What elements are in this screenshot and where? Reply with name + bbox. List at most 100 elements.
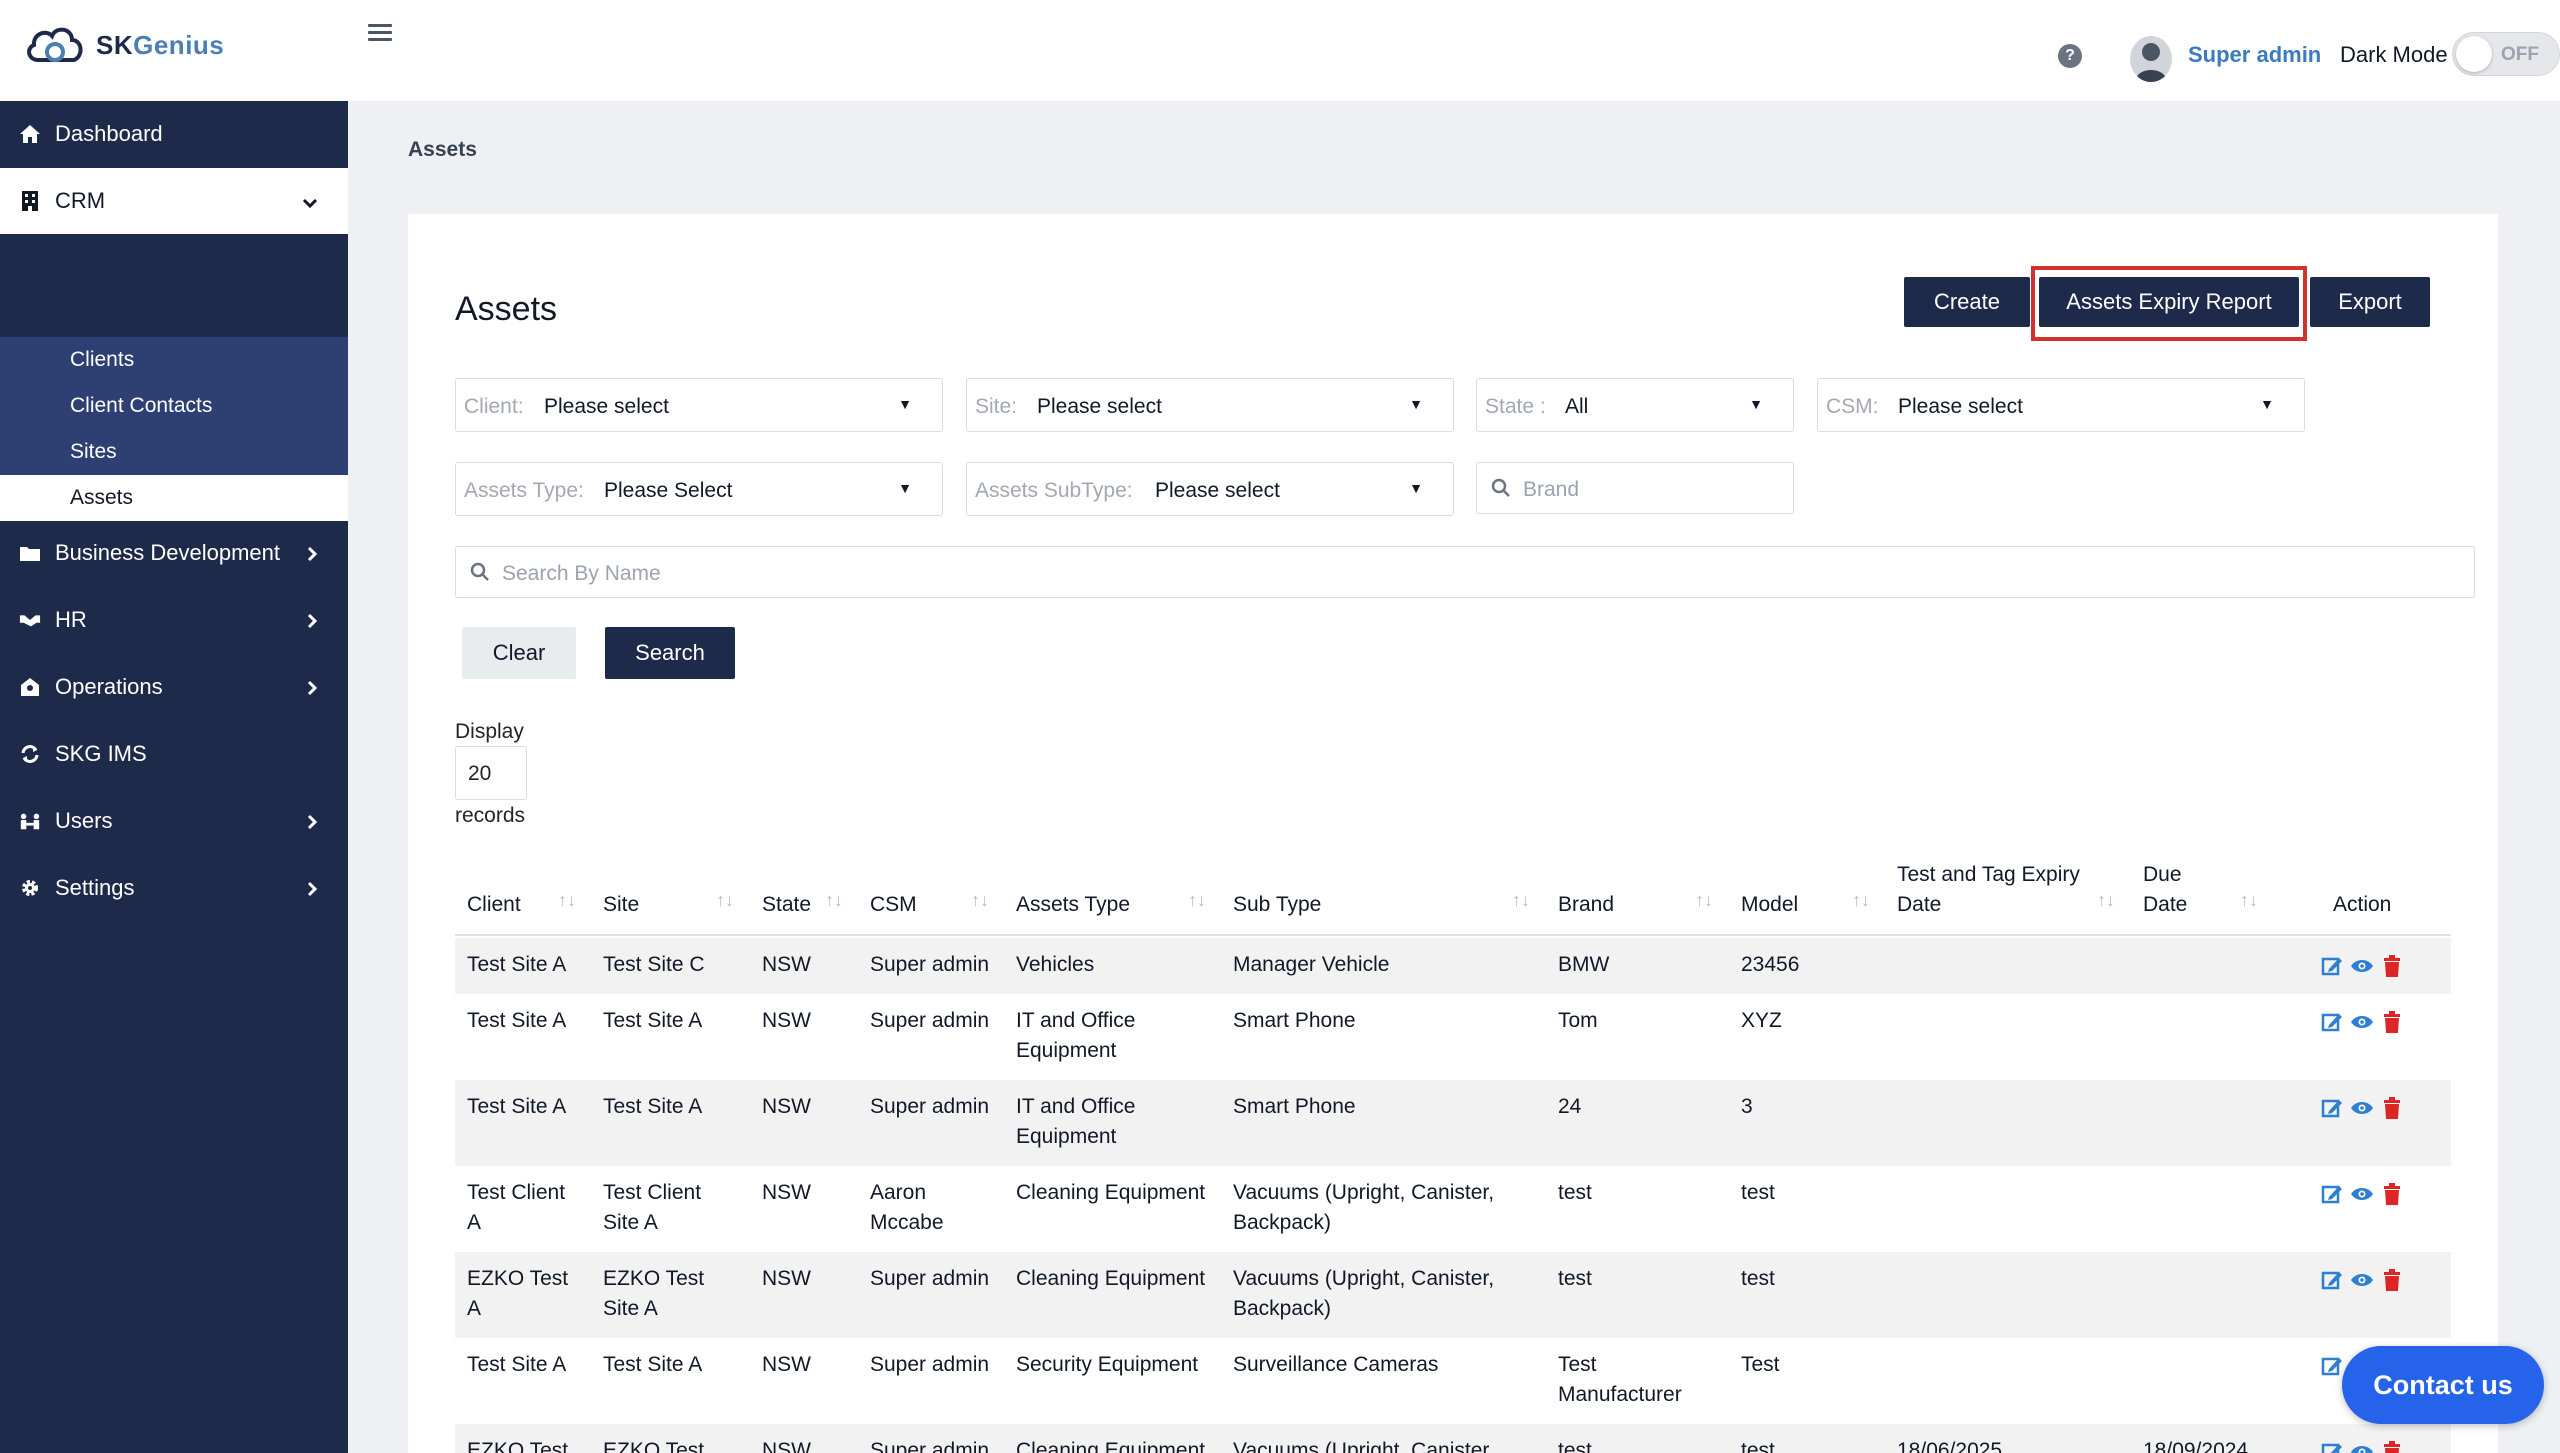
- site-select[interactable]: Site: Please select ▼: [966, 378, 1454, 432]
- display-count-input[interactable]: 20: [455, 746, 527, 800]
- contact-us-button[interactable]: Contact us: [2342, 1346, 2544, 1424]
- sidebar-subitem-sites[interactable]: Sites: [70, 440, 117, 463]
- create-button[interactable]: Create: [1904, 277, 2030, 327]
- view-icon[interactable]: [2350, 1268, 2374, 1292]
- sidebar-item-skg-ims[interactable]: SKG IMS: [0, 721, 348, 787]
- delete-icon[interactable]: [2380, 1440, 2404, 1453]
- edit-icon[interactable]: [2320, 1440, 2344, 1453]
- sort-icon[interactable]: ↑↓: [1188, 890, 1206, 910]
- sort-icon[interactable]: ↑↓: [1512, 890, 1530, 910]
- user-name[interactable]: Super admin: [2188, 42, 2322, 67]
- search-button[interactable]: Search: [605, 627, 735, 679]
- sort-icon[interactable]: ↑↓: [716, 890, 734, 910]
- cell-type: IT and Office: [1016, 1009, 1136, 1032]
- state-select-label: State :: [1485, 395, 1546, 418]
- export-button[interactable]: Export: [2310, 277, 2430, 327]
- chevron-right-icon: [306, 542, 318, 568]
- delete-icon[interactable]: [2380, 1010, 2404, 1034]
- brand-input[interactable]: Brand: [1476, 462, 1794, 514]
- edit-icon[interactable]: [2320, 1096, 2344, 1120]
- view-icon[interactable]: [2350, 1182, 2374, 1206]
- col-header-test-tag-line1[interactable]: Test and Tag Expiry: [1897, 863, 2080, 886]
- col-header-brand[interactable]: Brand: [1558, 893, 1615, 916]
- sidebar-subitem-client-contacts[interactable]: Client Contacts: [70, 394, 213, 417]
- cell-site: Test Client: [603, 1181, 702, 1204]
- sidebar-item-label: SKG IMS: [55, 741, 147, 766]
- delete-icon[interactable]: [2380, 954, 2404, 978]
- client-select[interactable]: Client: Please select ▼: [455, 378, 943, 432]
- col-header-model[interactable]: Model: [1741, 893, 1799, 916]
- assets-type-select[interactable]: Assets Type: Please Select ▼: [455, 462, 943, 516]
- col-header-site[interactable]: Site: [603, 893, 640, 916]
- cell-sub: Vacuums (Upright, Canister,: [1233, 1267, 1495, 1290]
- dark-mode-toggle[interactable]: OFF: [2452, 32, 2560, 76]
- edit-icon[interactable]: [2320, 1182, 2344, 1206]
- col-header-csm[interactable]: CSM: [870, 893, 917, 916]
- sort-icon[interactable]: ↑↓: [971, 890, 989, 910]
- sidebar-item-operations[interactable]: Operations: [0, 654, 348, 720]
- sort-icon[interactable]: ↑↓: [2240, 890, 2258, 910]
- edit-icon[interactable]: [2320, 1268, 2344, 1292]
- caret-down-icon: ▼: [898, 396, 912, 412]
- sidebar-item-settings[interactable]: Settings: [0, 855, 348, 921]
- assets-expiry-report-button[interactable]: Assets Expiry Report: [2039, 277, 2299, 327]
- sort-icon[interactable]: ↑↓: [2097, 890, 2115, 910]
- records-label: records: [455, 804, 526, 827]
- cell-model: XYZ: [1741, 1009, 1782, 1032]
- csm-select[interactable]: CSM: Please select ▼: [1817, 378, 2305, 432]
- col-header-sub-type[interactable]: Sub Type: [1233, 893, 1322, 916]
- sidebar-subitem-assets[interactable]: Assets: [0, 475, 348, 521]
- brand-logo[interactable]: SKGenius: [24, 14, 224, 76]
- assets-subtype-select[interactable]: Assets SubType: Please select ▼: [966, 462, 1454, 516]
- clear-button[interactable]: Clear: [462, 627, 576, 679]
- col-header-due-line1[interactable]: Due: [2143, 863, 2182, 886]
- cell-type: Cleaning Equipment: [1016, 1439, 1206, 1453]
- delete-icon[interactable]: [2380, 1268, 2404, 1292]
- sidebar-item-crm[interactable]: CRM: [0, 168, 348, 234]
- view-icon[interactable]: [2350, 954, 2374, 978]
- sort-icon[interactable]: ↑↓: [558, 890, 576, 910]
- cell-site: Test Site A: [603, 1009, 703, 1032]
- help-icon[interactable]: ?: [2058, 44, 2082, 68]
- col-header-assets-type[interactable]: Assets Type: [1016, 893, 1131, 916]
- sidebar-item-hr[interactable]: HR: [0, 587, 348, 653]
- sidebar-item-users[interactable]: Users: [0, 788, 348, 854]
- sidebar-item-dashboard[interactable]: Dashboard: [0, 101, 348, 167]
- delete-icon[interactable]: [2380, 1096, 2404, 1120]
- chevron-right-icon: [306, 609, 318, 635]
- avatar[interactable]: [2130, 36, 2172, 82]
- top-header: SKGenius ? Super admin Dark Mode OFF: [0, 0, 2560, 101]
- sort-icon[interactable]: ↑↓: [1852, 890, 1870, 910]
- cell-due: 18/09/2024: [2143, 1439, 2249, 1453]
- sort-icon[interactable]: ↑↓: [1695, 890, 1713, 910]
- table-row: [455, 1252, 2451, 1338]
- col-header-state[interactable]: State: [762, 893, 812, 916]
- edit-icon[interactable]: [2320, 1010, 2344, 1034]
- cell-brand: test: [1558, 1181, 1592, 1204]
- view-icon[interactable]: [2350, 1010, 2374, 1034]
- col-header-client[interactable]: Client: [467, 893, 521, 916]
- sidebar-item-label: Business Development: [55, 540, 281, 565]
- edit-icon[interactable]: [2320, 954, 2344, 978]
- edit-icon[interactable]: [2320, 1354, 2344, 1378]
- display-label: Display: [455, 720, 524, 743]
- search-by-name-input[interactable]: Search By Name: [455, 546, 2475, 598]
- cell-client: Test Site A: [467, 953, 567, 976]
- cell-sub: Manager Vehicle: [1233, 953, 1390, 976]
- sort-icon[interactable]: ↑↓: [825, 890, 843, 910]
- delete-icon[interactable]: [2380, 1182, 2404, 1206]
- sidebar-item-business-development[interactable]: Business Development: [0, 520, 348, 586]
- view-icon[interactable]: [2350, 1440, 2374, 1453]
- sidebar-item-label: Dashboard: [55, 121, 163, 146]
- assets-subtype-label: Assets SubType:: [975, 479, 1133, 502]
- view-icon[interactable]: [2350, 1096, 2374, 1120]
- cloud-logo-icon: [27, 27, 83, 62]
- cell-model: test: [1741, 1439, 1775, 1453]
- menu-toggle-icon[interactable]: [368, 20, 392, 50]
- col-header-due-line2[interactable]: Date: [2143, 893, 2188, 916]
- col-header-test-tag-line2[interactable]: Date: [1897, 893, 1942, 916]
- sidebar-subitem-clients[interactable]: Clients: [70, 348, 135, 371]
- dark-mode-label: Dark Mode: [2340, 42, 2448, 67]
- cell-brand: test: [1558, 1267, 1592, 1290]
- state-select[interactable]: State : All ▼: [1476, 378, 1794, 432]
